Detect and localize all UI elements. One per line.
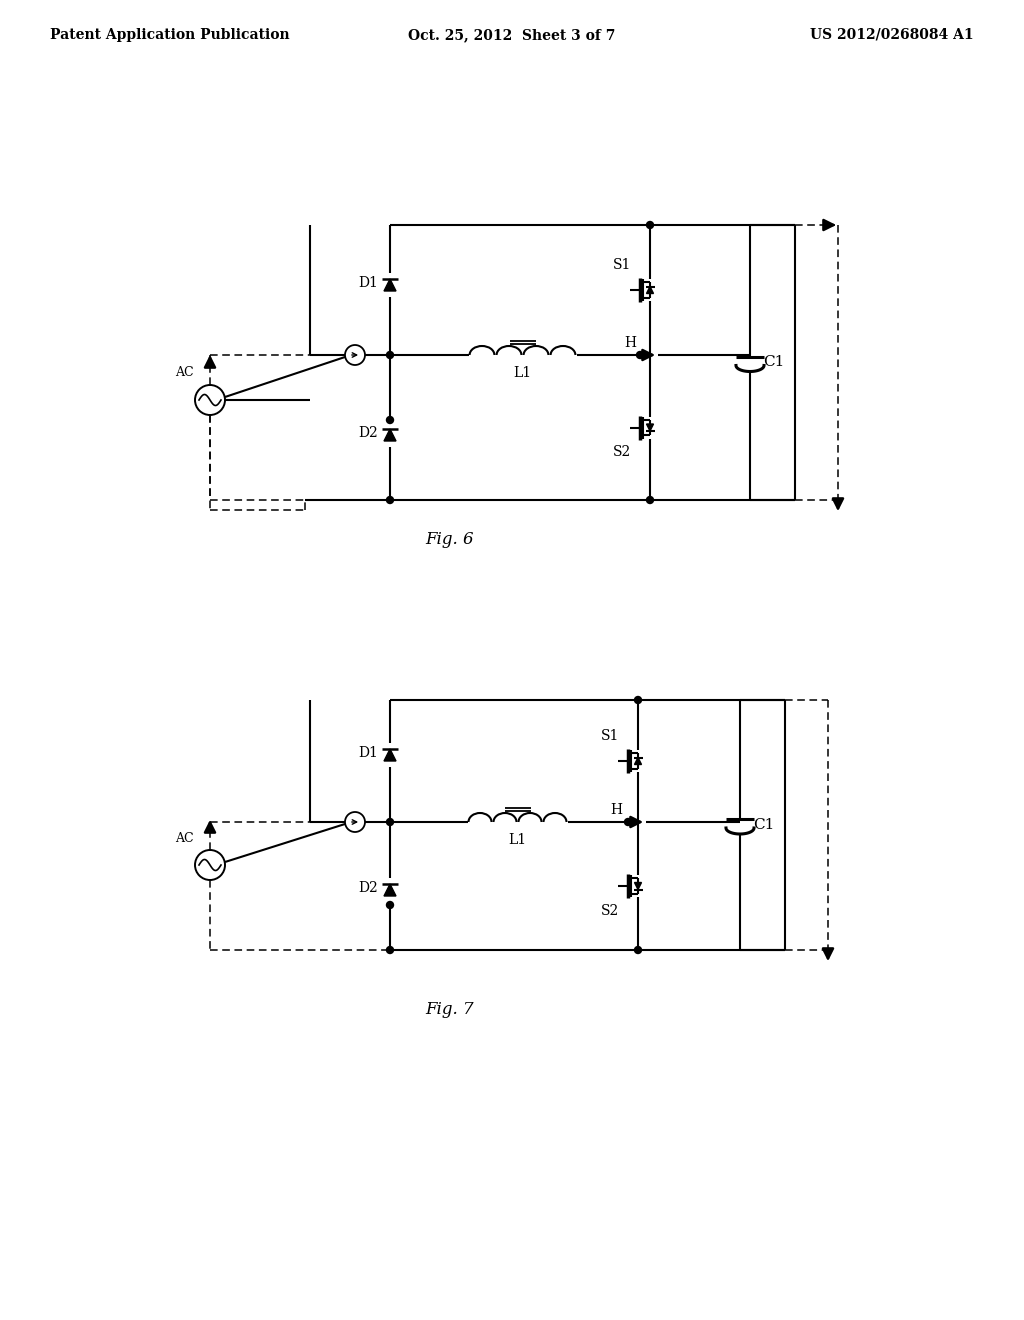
Text: AC: AC — [175, 367, 194, 380]
Text: D1: D1 — [358, 276, 378, 290]
Text: C1: C1 — [763, 355, 784, 370]
Polygon shape — [384, 748, 396, 762]
Text: Fig. 7: Fig. 7 — [426, 1002, 474, 1019]
Circle shape — [635, 946, 641, 953]
Text: Oct. 25, 2012  Sheet 3 of 7: Oct. 25, 2012 Sheet 3 of 7 — [409, 28, 615, 42]
Circle shape — [386, 351, 393, 359]
Text: S1: S1 — [612, 257, 631, 272]
Circle shape — [386, 818, 393, 825]
Polygon shape — [384, 429, 396, 441]
Polygon shape — [384, 279, 396, 290]
Polygon shape — [646, 424, 653, 432]
Text: D1: D1 — [358, 746, 378, 760]
Text: H: H — [624, 337, 636, 350]
Circle shape — [625, 818, 632, 825]
Text: D2: D2 — [358, 880, 378, 895]
Polygon shape — [635, 758, 641, 764]
Circle shape — [386, 496, 393, 503]
Polygon shape — [646, 286, 653, 293]
Polygon shape — [635, 883, 641, 890]
Circle shape — [386, 902, 393, 908]
Text: L1: L1 — [513, 366, 531, 380]
Text: Fig. 6: Fig. 6 — [426, 532, 474, 549]
Circle shape — [637, 351, 643, 359]
Polygon shape — [384, 884, 396, 896]
Text: L1: L1 — [509, 833, 526, 847]
Text: Patent Application Publication: Patent Application Publication — [50, 28, 290, 42]
Text: S2: S2 — [601, 904, 620, 917]
Circle shape — [386, 946, 393, 953]
Text: AC: AC — [175, 832, 194, 845]
Text: D2: D2 — [358, 426, 378, 440]
Text: S1: S1 — [601, 729, 620, 743]
Text: C1: C1 — [754, 818, 775, 832]
Circle shape — [386, 417, 393, 424]
Text: S2: S2 — [613, 446, 631, 459]
Circle shape — [646, 222, 653, 228]
Circle shape — [646, 496, 653, 503]
Text: US 2012/0268084 A1: US 2012/0268084 A1 — [810, 28, 974, 42]
Circle shape — [635, 697, 641, 704]
Text: H: H — [610, 803, 622, 817]
